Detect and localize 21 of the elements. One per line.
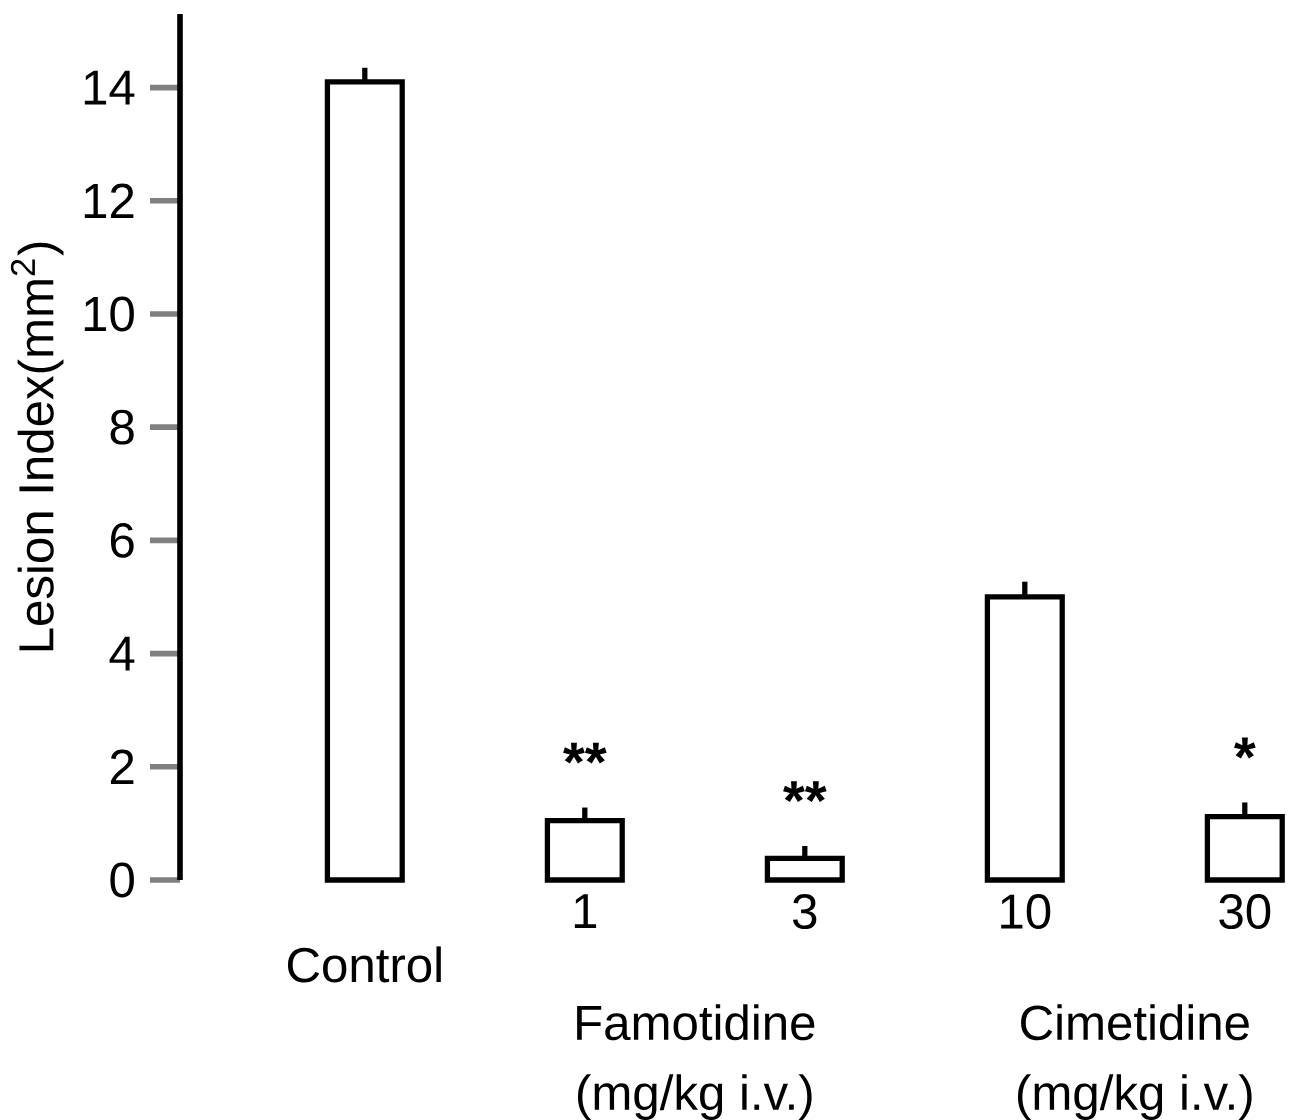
x-tick-label: 3	[793, 894, 817, 930]
y-tick-label: 12	[84, 183, 134, 218]
text: (mg/kg i.v.)	[578, 1074, 812, 1120]
y-tick-label: 6	[110, 522, 134, 558]
text: Famotidine	[577, 1004, 815, 1041]
y-tick-label: 4	[109, 636, 135, 671]
x-tick-label: 10	[1001, 894, 1051, 930]
y-tick-label: 2	[110, 749, 134, 784]
x-tick-label: Control	[287, 946, 441, 983]
y-axis-title: Lesion Index(mm$^{2}$)	[10, 242, 64, 651]
text: (mg/kg i.v.)	[1018, 1074, 1252, 1120]
x-tick-label: 30	[1219, 894, 1271, 930]
annotation: *	[1234, 737, 1256, 759]
annotation: **	[563, 742, 607, 764]
y-tick-label: 10	[84, 296, 134, 332]
y-tick-label: 14	[84, 70, 135, 105]
text: Cimetidine	[1021, 1004, 1249, 1041]
x-tick-label: 1	[574, 894, 597, 929]
y-tick-label: 8	[110, 409, 134, 445]
annotation: **	[783, 781, 827, 803]
y-tick-label: 0	[110, 862, 134, 898]
